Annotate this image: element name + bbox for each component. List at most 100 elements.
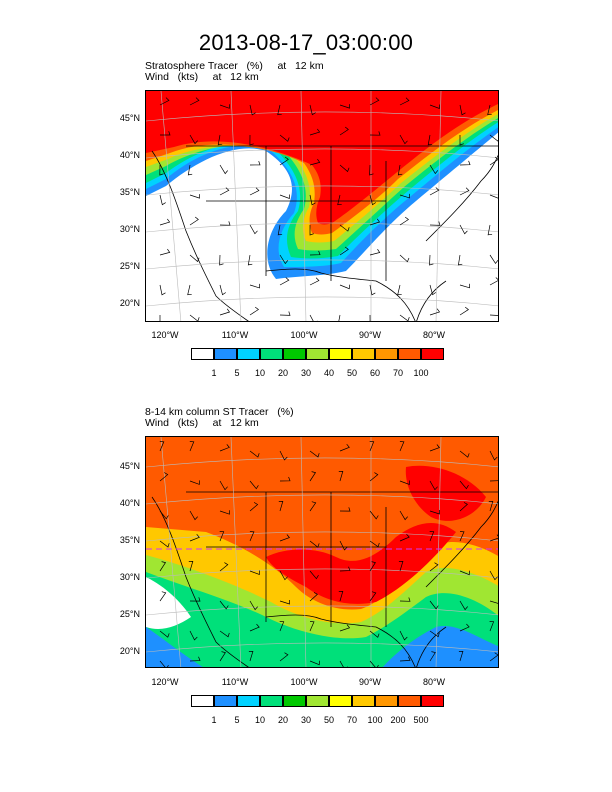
wind-barb xyxy=(189,630,198,641)
wind-barb xyxy=(338,591,344,602)
wind-barb xyxy=(219,104,230,109)
wind-barb xyxy=(219,187,230,196)
panel2-colorbar-label: 30 xyxy=(300,715,311,725)
wind-barb xyxy=(429,221,441,226)
panel1-lon-tick: 120°W xyxy=(151,330,179,340)
panel2-lon-tick: 110°W xyxy=(221,677,249,687)
wind-barb xyxy=(399,510,408,521)
panel1-lat-tick: 30°N xyxy=(119,224,140,234)
wind-barb xyxy=(219,254,224,266)
panel1-colorbar-label: 100 xyxy=(413,368,429,378)
wind-barb xyxy=(429,444,440,452)
wind-barb xyxy=(189,97,200,106)
colorbar-swatch xyxy=(398,695,421,707)
page-title: 2013-08-17_03:00:00 xyxy=(198,30,414,55)
wind-barb xyxy=(369,314,371,321)
wind-barb xyxy=(187,284,192,296)
wind-barb xyxy=(459,531,465,542)
wind-barb xyxy=(249,600,258,611)
wind-barb xyxy=(309,570,319,580)
panel1-lon-tick: 100°W xyxy=(290,330,318,340)
wind-barb xyxy=(309,194,316,206)
wind-barb xyxy=(249,160,261,166)
wind-barb xyxy=(159,510,169,520)
wind-barb xyxy=(488,501,494,512)
wind-barb xyxy=(159,248,171,256)
panel2-lat-tick: 20°N xyxy=(119,646,140,656)
panel1-colorbar-label: 30 xyxy=(300,368,311,378)
wind-barb xyxy=(309,621,315,632)
panel2-colorbar-label: 10 xyxy=(254,715,265,725)
wind-barb xyxy=(309,277,320,286)
wind-barb xyxy=(339,507,351,512)
colorbar-swatch xyxy=(421,695,444,707)
wind-barb xyxy=(279,534,290,542)
panel2-colorbar-label: 50 xyxy=(323,715,334,725)
wind-barb xyxy=(399,97,410,106)
wind-barb xyxy=(487,104,492,116)
wind-barb xyxy=(337,194,342,206)
wind-barb xyxy=(187,164,193,176)
panel1-field-label: Stratosphere Tracer (%) at 12 km xyxy=(145,60,324,72)
wind-barb xyxy=(309,250,321,256)
wind-barb xyxy=(487,224,493,236)
wind-barb xyxy=(459,502,468,512)
wind-barb xyxy=(279,277,290,286)
colorbar-swatch xyxy=(260,695,283,707)
wind-barb xyxy=(429,254,434,266)
wind-barb xyxy=(159,630,170,638)
colorbar-swatch xyxy=(191,695,214,707)
wind-barb xyxy=(429,164,439,175)
wind-barb xyxy=(279,450,288,461)
panel1-lon-tick: 80°W xyxy=(422,330,446,340)
panel2-lon-tick: 120°W xyxy=(151,677,179,687)
wind-barb xyxy=(160,131,171,136)
panel2-lon-tick: 80°W xyxy=(422,677,446,687)
wind-barb xyxy=(339,566,351,572)
wind-barb xyxy=(459,450,470,458)
wind-barb xyxy=(429,480,438,491)
panel1-map xyxy=(145,90,499,322)
panel2-colorbar-label: 5 xyxy=(234,715,240,725)
wind-barb xyxy=(309,128,321,136)
panel1-colorbar-label: 70 xyxy=(392,368,403,378)
wind-barb xyxy=(189,656,201,662)
wind-barb xyxy=(249,480,259,490)
wind-barb xyxy=(159,218,171,226)
colorbar-swatch xyxy=(398,348,421,360)
wind-barb xyxy=(399,656,411,662)
wind-barb xyxy=(309,104,316,116)
wind-barb xyxy=(189,194,200,199)
wind-barb xyxy=(369,284,376,296)
wind-barb xyxy=(399,533,410,542)
wind-barb xyxy=(189,216,199,226)
wind-barb xyxy=(219,444,230,452)
wind-barb xyxy=(279,621,285,632)
panel2-colorbar-label: 200 xyxy=(390,715,406,725)
wind-barb xyxy=(489,134,498,142)
panel1-colorbar-label: 40 xyxy=(323,368,334,378)
wind-barb xyxy=(489,570,498,581)
colorbar-swatch xyxy=(260,348,283,360)
panel1-lon-tick: 110°W xyxy=(221,330,249,340)
wind-barb xyxy=(279,599,290,605)
wind-barb xyxy=(399,134,408,145)
wind-barb xyxy=(489,156,498,166)
wind-barb xyxy=(398,561,404,572)
panel2-colorbar-label: 1 xyxy=(211,715,217,725)
panel1-lat-tick: 35°N xyxy=(119,187,140,197)
panel2-colorbar-label: 20 xyxy=(277,715,288,725)
wind-barb xyxy=(279,194,290,199)
wind-barb xyxy=(459,623,470,632)
wind-barb xyxy=(369,249,381,256)
wind-barb xyxy=(489,277,498,286)
wind-barb xyxy=(219,284,226,296)
panel1-lat-tick: 25°N xyxy=(119,261,140,271)
wind-barb xyxy=(217,134,223,146)
wind-barb xyxy=(189,480,200,485)
colorbar-swatch xyxy=(421,348,444,360)
wind-barb xyxy=(249,623,260,632)
wind-barb xyxy=(369,510,379,520)
wind-barb xyxy=(189,134,198,145)
panel2-colorbar-label: 100 xyxy=(367,715,383,725)
